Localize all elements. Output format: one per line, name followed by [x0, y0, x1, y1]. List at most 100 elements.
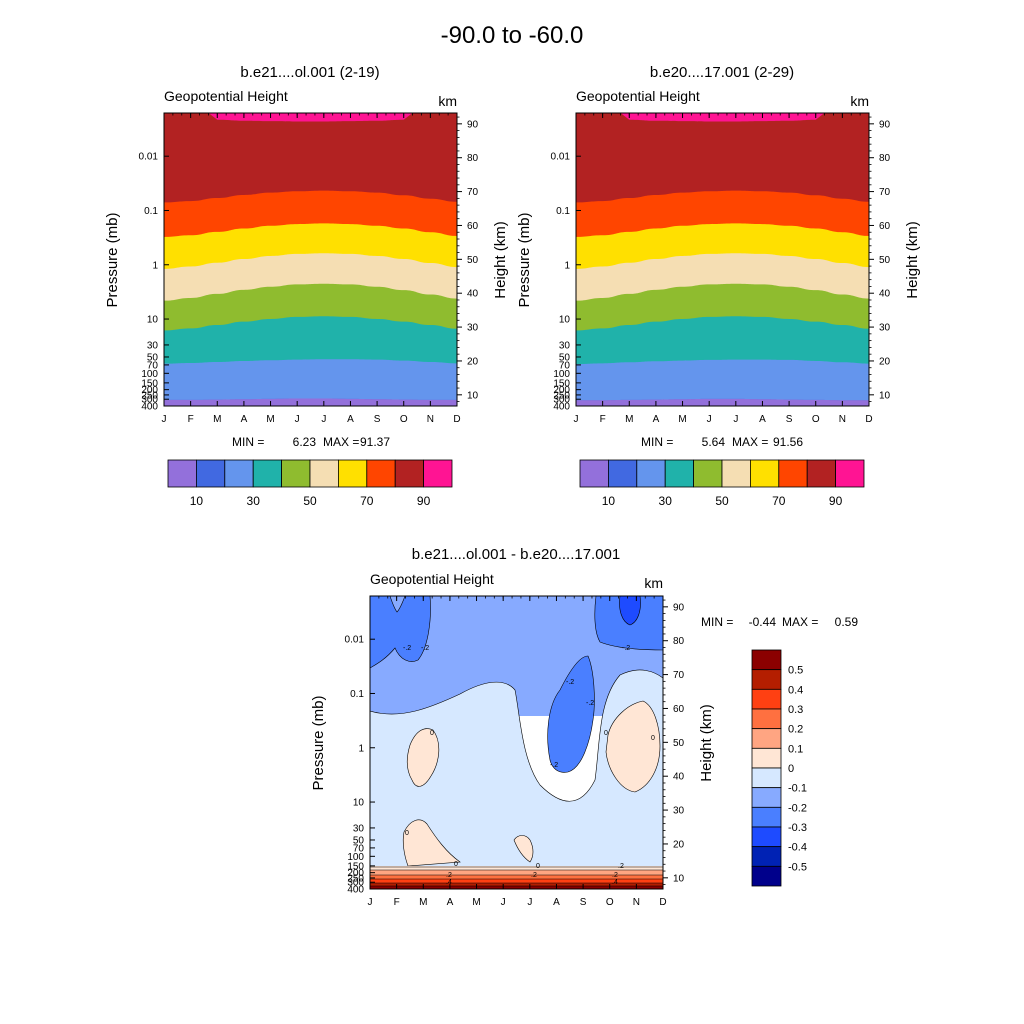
colorbar-swatch	[693, 459, 723, 488]
y-right-tick-label: 10	[879, 390, 891, 401]
colorbar-label: 70	[772, 494, 786, 508]
panel-1-subtitle-left: Geopotential Height	[164, 88, 288, 104]
figure-title: -90.0 to -60.0	[441, 22, 584, 49]
y-tick-label: 400	[347, 885, 364, 896]
colorbar-swatch	[751, 787, 782, 808]
gph-band-above-90	[620, 113, 825, 122]
colorbar-swatch	[751, 865, 782, 887]
contour-label: 0	[405, 830, 409, 837]
panel-3-stats: MIN = -0.44 MAX = 0.59	[701, 615, 858, 629]
y-right-tick-label: 90	[673, 602, 685, 613]
y-tick-label: 50	[559, 352, 571, 363]
x-tick-label: M	[266, 414, 274, 425]
x-tick-label: J	[707, 414, 712, 425]
panel-1-fill	[164, 113, 457, 406]
diff-region-mar-positive	[406, 728, 440, 787]
x-tick-label: J	[501, 897, 506, 908]
panel-1-ylabel: Pressure (mb)	[104, 212, 121, 307]
x-tick-label: J	[574, 414, 579, 425]
contour-label: 0	[604, 730, 608, 737]
x-tick-label: A	[653, 414, 660, 425]
colorbar-swatch	[252, 459, 282, 488]
colorbar-label: 90	[829, 494, 843, 508]
colorbar-swatch	[751, 767, 782, 789]
colorbar-label: 0.2	[788, 724, 803, 736]
colorbar-label: 90	[417, 494, 431, 508]
contour-label: -.2	[421, 645, 429, 652]
y-right-tick-label: 70	[673, 670, 685, 681]
y-tick-label: 300	[141, 395, 158, 406]
panel-1-min-label: MIN =	[232, 435, 264, 449]
y-tick-label: 0.01	[139, 152, 159, 163]
y-right-tick-label: 40	[467, 289, 479, 300]
y-tick-label: 150	[141, 378, 158, 389]
colorbar-label: 0.1	[788, 743, 803, 755]
y-right-tick-label: 60	[879, 221, 891, 232]
colorbar-label: 0	[788, 763, 794, 775]
panel-2-subtitle-left: Geopotential Height	[576, 88, 700, 104]
y-tick-label: 100	[553, 369, 570, 380]
y-tick-label: 50	[147, 352, 159, 363]
panel-2-min-label: MIN =	[641, 435, 673, 449]
y-tick-label: 250	[347, 873, 364, 884]
x-tick-label: M	[625, 414, 633, 425]
panel-3-max-label: MAX =	[782, 615, 818, 629]
x-tick-label: D	[453, 414, 460, 425]
contour-label: .2	[612, 872, 618, 879]
colorbar-swatch	[751, 728, 782, 749]
colorbar-swatch	[337, 459, 368, 488]
colorbar-label: 0.4	[788, 684, 803, 696]
colorbar-swatch	[750, 459, 780, 488]
y-right-tick-label: 80	[673, 636, 685, 647]
contour-label: -.2	[622, 645, 630, 652]
diff-band-0.6	[370, 886, 663, 889]
gph-band-above-90	[208, 113, 413, 122]
y-tick-label: 10	[353, 798, 365, 809]
y-right-tick-label: 20	[467, 356, 479, 367]
y-right-tick-label: 50	[467, 255, 479, 266]
y-tick-label: 250	[141, 390, 158, 401]
y-tick-label: 1	[152, 260, 158, 271]
x-tick-label: M	[419, 897, 427, 908]
y-tick-label: 1	[564, 260, 570, 271]
y-tick-label: 300	[553, 395, 570, 406]
gph-band-below-10	[576, 398, 869, 406]
colorbar-swatch	[608, 459, 638, 488]
y-tick-label: 150	[553, 378, 570, 389]
panel-3-min-value: -0.44	[749, 615, 777, 629]
panel-1-axes: J F M A M J J A S O N D0.010.1110305070100150200250…	[139, 113, 479, 425]
diff-region-nov-core	[619, 596, 641, 626]
colorbar-swatch	[721, 459, 751, 488]
y-right-tick-label: 20	[673, 839, 685, 850]
colorbar-label: 0.5	[788, 665, 803, 677]
diff-band-0.3	[370, 875, 663, 879]
panel-2-max-label: MAX =	[732, 435, 768, 449]
colorbar-swatch	[579, 459, 609, 488]
y-tick-label: 50	[353, 835, 365, 846]
colorbar-swatch	[778, 459, 808, 488]
diff-region-low-positive-jul	[513, 835, 534, 863]
x-tick-label: N	[427, 414, 434, 425]
y-tick-label: 70	[147, 360, 159, 371]
colorbar-label: -0.3	[788, 822, 807, 834]
x-tick-label: S	[786, 414, 793, 425]
diff-region-oct-positive	[605, 700, 661, 793]
y-tick-label: 100	[347, 852, 364, 863]
panel-2-axes: J F M A M J J A S O N D0.010.1110305070100150200250…	[551, 113, 891, 425]
panel-3-contour-labels: -.2 -.2 -.2 -.2 -.2 -.2 0 0 0 0 0 0 .2 .…	[403, 645, 655, 886]
colorbar-label: -0.2	[788, 802, 807, 814]
colorbar-label: 50	[715, 494, 729, 508]
y-tick-label: 70	[353, 843, 365, 854]
colorbar-label: 10	[190, 494, 204, 508]
panel-3-min-label: MIN =	[701, 615, 733, 629]
panel-1: b.e21....ol.001 (2-19) Geopotential Heig…	[104, 64, 509, 508]
panel-1-min-value: 6.23	[293, 435, 317, 449]
contour-label: 0	[536, 863, 540, 870]
contour-label: .2	[446, 872, 452, 879]
x-tick-label: O	[400, 414, 408, 425]
x-tick-label: J	[527, 897, 532, 908]
x-tick-label: J	[368, 897, 373, 908]
diff-band-0.4	[370, 879, 663, 883]
panel-3-ylabel-right: Height (km)	[698, 704, 715, 782]
y-right-tick-label: 60	[467, 221, 479, 232]
